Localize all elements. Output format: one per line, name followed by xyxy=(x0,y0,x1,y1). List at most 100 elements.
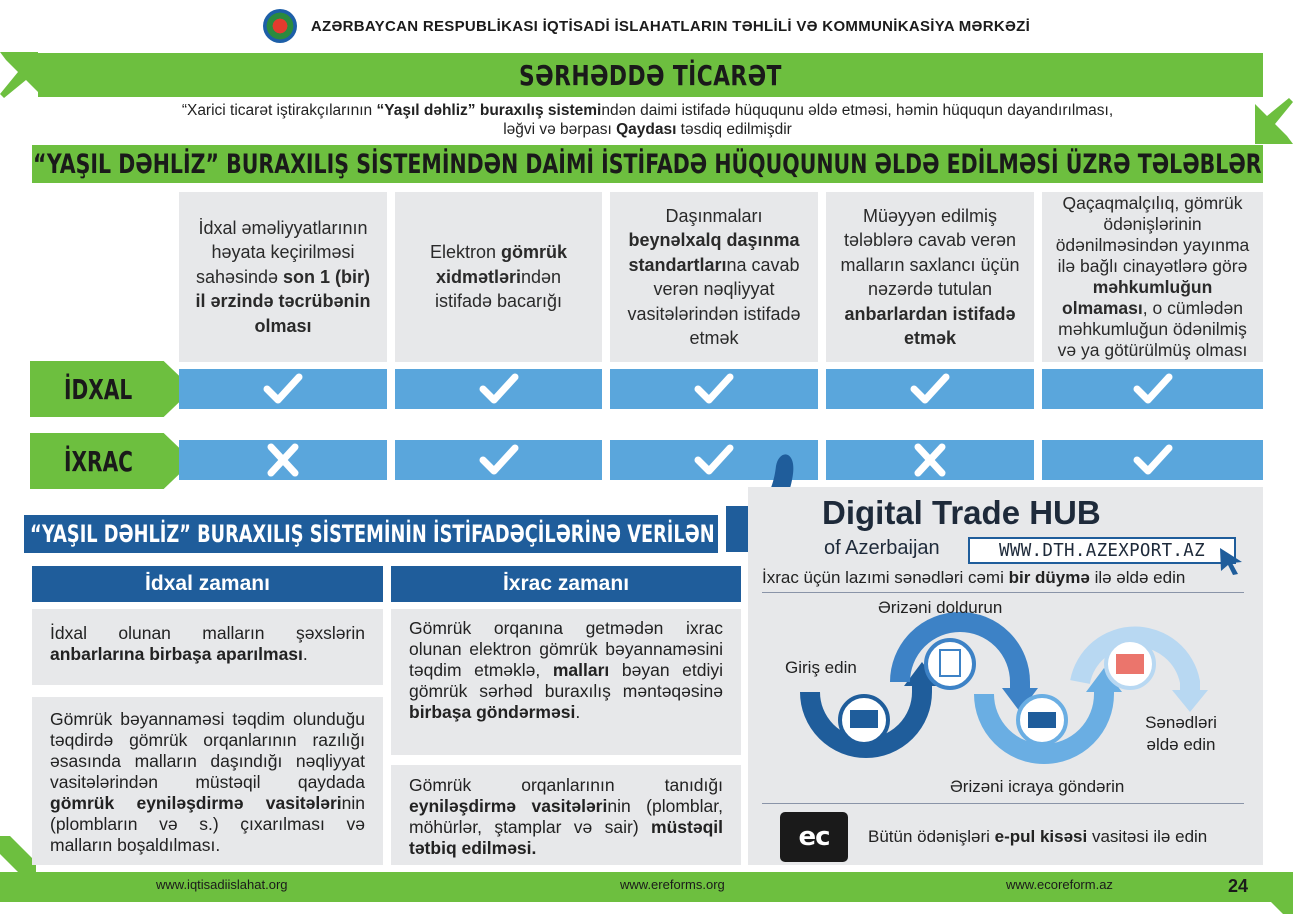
e-wallet-icon: ec xyxy=(780,812,848,862)
import-advantage-1: İdxal olunan malların şəxslərin anbarlar… xyxy=(32,609,383,685)
page-number: 24 xyxy=(1228,876,1249,896)
advantage-bold: anbarlarına birbaşa aparılması xyxy=(50,644,303,664)
subtitle-bold: “Yaşıl dəhliz” buraxılış sistemi xyxy=(376,102,602,119)
requirement-box: Müəyyən edilmiş tələblərə cavab verən ma… xyxy=(826,192,1034,362)
advantage-text: İdxal olunan malların şəxslərin xyxy=(50,623,365,643)
hub-text: İxrac üçün lazımi sənədləri cəmi xyxy=(762,568,1009,587)
hub-title: Digital Trade HUB xyxy=(822,494,1101,531)
cross-icon xyxy=(267,443,299,477)
hub-bold: bir düymə xyxy=(1008,568,1090,587)
advantage-text: . xyxy=(302,644,308,664)
advantage-bold: malları xyxy=(552,660,610,680)
advantage-bold: birbaşa göndərməsi xyxy=(409,702,576,722)
matrix-cell xyxy=(1042,369,1263,409)
hub-subtitle: of Azerbaijan xyxy=(824,537,940,559)
requirement-text: Elektron xyxy=(429,242,502,263)
check-icon xyxy=(1133,373,1172,404)
matrix-cell xyxy=(395,369,602,409)
requirement-text: Daşınmaları xyxy=(665,205,763,226)
footer-band xyxy=(0,872,1293,902)
requirement-text: Qaçaqmalçılıq, gömrük ödənişlərinin ödən… xyxy=(1055,193,1250,276)
check-icon xyxy=(694,444,734,475)
check-icon xyxy=(694,373,734,404)
advantage-text: Gömrük bəyannaməsi təqdim olunduğu təqdi… xyxy=(50,709,365,792)
corner-arrow-icon xyxy=(0,52,38,98)
advantage-text: Gömrük orqanına getmədən ixrac olunan el… xyxy=(409,618,723,680)
org-title: AZƏRBAYCAN RESPUBLİKASI İQTİSADİ İSLAHAT… xyxy=(310,17,1031,35)
export-column-header: İxrac zamanı xyxy=(391,566,741,602)
requirement-text: İdxal əməliyyatlarının həyata keçirilməs… xyxy=(195,217,368,287)
corner-arrow-icon xyxy=(1255,98,1293,144)
corner-arrow-icon xyxy=(0,836,36,876)
export-column-label: İxrac zamanı xyxy=(502,572,630,595)
requirements-heading-band: “YAŞIL DƏHLİZ” BURAXILIŞ SİSTEMİNDƏN DAİ… xyxy=(32,145,1263,183)
hub-bold: e-pul kisəsi xyxy=(994,827,1088,846)
subtitle: “Xarici ticarət iştirakçılarının “Yaşıl … xyxy=(60,101,1235,139)
requirement-box: Elektron gömrük xidmətlərindən istifadə … xyxy=(395,192,602,362)
import-column-header: İdxal zamanı xyxy=(32,566,383,602)
requirement-text: ndən istifadə bacarığı xyxy=(434,266,563,312)
hub-url-link[interactable]: WWW.DTH.AZEXPORT.AZ xyxy=(968,537,1236,564)
advantage-text: . xyxy=(575,702,581,722)
check-icon xyxy=(910,373,950,404)
export-advantage-1: Gömrük orqanına getmədən ixrac olunan el… xyxy=(391,609,741,755)
check-icon xyxy=(479,444,518,475)
matrix-cell xyxy=(1042,440,1263,480)
requirement-bold: məhkumluğun olmaması xyxy=(1062,277,1213,318)
divider xyxy=(762,592,1244,593)
page-title: SƏRHƏDDƏ TİCARƏT xyxy=(519,58,782,92)
matrix-cell xyxy=(826,369,1034,409)
matrix-cell xyxy=(826,440,1034,480)
advantage-bold: müstəqil tətbiq edilməsi. xyxy=(409,817,723,858)
matrix-cell xyxy=(395,440,602,480)
state-emblem-icon xyxy=(262,9,297,43)
row-label-text: İXRAC xyxy=(64,444,133,478)
cursor-icon xyxy=(1220,548,1242,575)
advantages-heading-band: “YAŞIL DƏHLİZ” BURAXILIŞ SİSTEMİNİN İSTİ… xyxy=(24,515,868,553)
subtitle-text: ləğvi və bərpası xyxy=(503,121,617,138)
divider xyxy=(762,803,1244,804)
export-advantage-2: Gömrük orqanlarının tanıdığı eyniləşdirm… xyxy=(391,765,741,865)
process-flow-diagram xyxy=(800,612,1208,764)
hub-payment-line: Bütün ödənişləri e-pul kisəsi vasitəsi i… xyxy=(868,827,1207,847)
check-icon xyxy=(479,373,518,404)
subtitle-text: “Xarici ticarət iştirakçılarının xyxy=(181,102,377,119)
hub-text: vasitəsi ilə edin xyxy=(1087,827,1208,846)
row-label-text: İDXAL xyxy=(64,372,133,406)
subtitle-text: ndən daimi istifadə hüququnu əldə etməsi… xyxy=(601,102,1114,119)
requirement-bold: son 1 (bir) il ərzində təcrübənin olması xyxy=(195,266,371,336)
row-label-import: İDXAL xyxy=(30,361,193,417)
step-get-label: Sənədləri əldə edin xyxy=(1145,713,1217,754)
matrix-cell xyxy=(179,369,387,409)
title-band: SƏRHƏDDƏ TİCARƏT xyxy=(38,53,1263,97)
requirement-text: , o cümlədən məhkumluğun ödənilmiş və ya… xyxy=(1057,298,1248,360)
step-login-label: Giriş edin xyxy=(785,658,857,677)
footer-link-1[interactable]: www.iqtisadiislahat.org xyxy=(156,877,288,892)
matrix-cell xyxy=(179,440,387,480)
advantage-text: bəyan etdiyi gömrük sərhəd buraxılış mən… xyxy=(409,660,723,701)
requirement-bold: anbarlardan istifadə etmək xyxy=(844,303,1016,349)
requirement-bold: beynəlxalq daşınma standartları xyxy=(628,230,800,275)
check-icon xyxy=(263,373,303,404)
subtitle-bold: Qaydası xyxy=(616,121,677,138)
cross-icon xyxy=(914,443,946,477)
footer-link-2[interactable]: www.ereforms.org xyxy=(620,877,725,892)
requirements-heading: “YAŞIL DƏHLİZ” BURAXILIŞ SİSTEMİNDƏN DAİ… xyxy=(33,148,1262,180)
advantage-bold: eyniləşdirmə vasitələri xyxy=(409,796,608,816)
import-column-label: İdxal zamanı xyxy=(145,572,270,595)
requirement-box: Qaçaqmalçılıq, gömrük ödənişlərinin ödən… xyxy=(1042,192,1263,362)
hub-text: Bütün ödənişləri xyxy=(868,827,995,846)
org-header: AZƏRBAYCAN RESPUBLİKASI İQTİSADİ İSLAHAT… xyxy=(0,0,1293,52)
requirement-box: İdxal əməliyyatlarının həyata keçirilməs… xyxy=(179,192,387,362)
check-icon xyxy=(1133,444,1172,475)
import-advantage-2: Gömrük bəyannaməsi təqdim olunduğu təqdi… xyxy=(32,697,383,865)
footer-link-3[interactable]: www.ecoreform.az xyxy=(1006,877,1113,892)
advantage-bold: gömrük eyniləşdirmə vasitələri xyxy=(50,793,342,813)
step-fill-label: Ərizəni doldurun xyxy=(878,598,1003,617)
e-wallet-logo-text: ec xyxy=(798,822,830,852)
requirement-box: Daşınmaları beynəlxalq daşınma standartl… xyxy=(610,192,818,362)
requirement-text: na cavab verən nəqliyyat vasitələrindən … xyxy=(627,254,801,349)
subtitle-text: təsdiq edilmişdir xyxy=(676,121,792,138)
step-send-label: Ərizəni icraya göndərin xyxy=(950,777,1125,796)
requirement-text: Müəyyən edilmiş tələblərə cavab verən ma… xyxy=(840,205,1020,300)
